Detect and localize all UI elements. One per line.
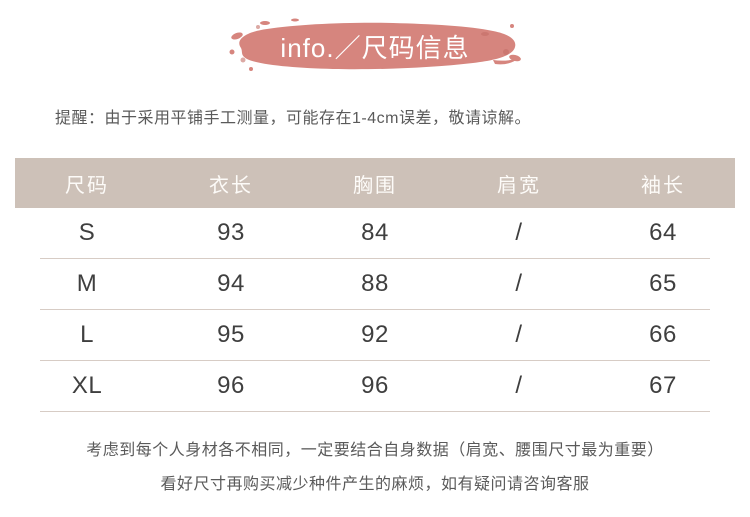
- table-cell: 95: [217, 321, 245, 348]
- table-cell: S: [78, 219, 96, 246]
- row-divider: [40, 309, 710, 310]
- table-cell: 92: [361, 321, 389, 348]
- table-cell: /: [515, 321, 523, 348]
- measurement-notice: 提醒：由于采用平铺手工测量，可能存在1-4cm误差，敬请谅解。: [55, 110, 531, 127]
- table-cell: 96: [217, 372, 245, 399]
- table-cell: 93: [217, 219, 245, 246]
- row-divider: [40, 360, 710, 361]
- column-header-3: 肩宽: [497, 174, 541, 197]
- table-cell: 66: [649, 321, 677, 348]
- table-cell: 88: [361, 270, 389, 297]
- section-title: info.／尺码信息: [225, 14, 525, 78]
- footnote-line-1: 考虑到每个人身材各不相同，一定要结合自身数据（肩宽、腰围尺寸最为重要）: [86, 442, 664, 459]
- table-cell: 96: [361, 372, 389, 399]
- size-table-body: S 93 84 / 64 M 94 88 / 65 L 95 92 / 66 XL 96 96 / 67: [15, 208, 735, 412]
- table-cell: /: [515, 270, 523, 297]
- footnote: 考虑到每个人身材各不相同，一定要结合自身数据（肩宽、腰围尺寸最为重要） 看好尺寸…: [0, 434, 750, 502]
- size-table: 尺码 衣长 胸围 肩宽 袖长 S 93 84 / 64 M 94 88 / 65 L 95 92 / 66 XL 96 9…: [15, 158, 735, 412]
- table-cell: 65: [649, 270, 677, 297]
- size-info-page: info.／尺码信息 提醒：由于采用平铺手工测量，可能存在1-4cm误差，敬请谅…: [0, 14, 750, 517]
- table-cell: 64: [649, 219, 677, 246]
- table-row: M 94 88 / 65: [15, 259, 735, 309]
- table-row: XL 96 96 / 67: [15, 361, 735, 411]
- column-header-1: 衣长: [209, 174, 253, 197]
- size-table-header-row: 尺码 衣长 胸围 肩宽 袖长: [15, 158, 735, 208]
- column-header-4: 袖长: [641, 174, 685, 197]
- table-cell: M: [76, 270, 98, 297]
- table-cell: 67: [649, 372, 677, 399]
- table-cell: 94: [217, 270, 245, 297]
- column-header-2: 胸围: [353, 174, 397, 197]
- table-cell: L: [80, 321, 94, 348]
- table-cell: /: [515, 219, 523, 246]
- table-row: S 93 84 / 64: [15, 208, 735, 258]
- table-cell: XL: [71, 372, 103, 399]
- footnote-line-2: 看好尺寸再购买减少种件产生的麻烦，如有疑问请咨询客服: [160, 476, 590, 493]
- row-divider: [40, 411, 710, 412]
- table-cell: 84: [361, 219, 389, 246]
- table-cell: /: [515, 372, 523, 399]
- brush-stroke-graphic: [229, 18, 521, 71]
- row-divider: [40, 258, 710, 259]
- column-header-0: 尺码: [65, 174, 109, 197]
- page-title: info.／尺码信息: [280, 32, 470, 63]
- table-row: L 95 92 / 66: [15, 310, 735, 360]
